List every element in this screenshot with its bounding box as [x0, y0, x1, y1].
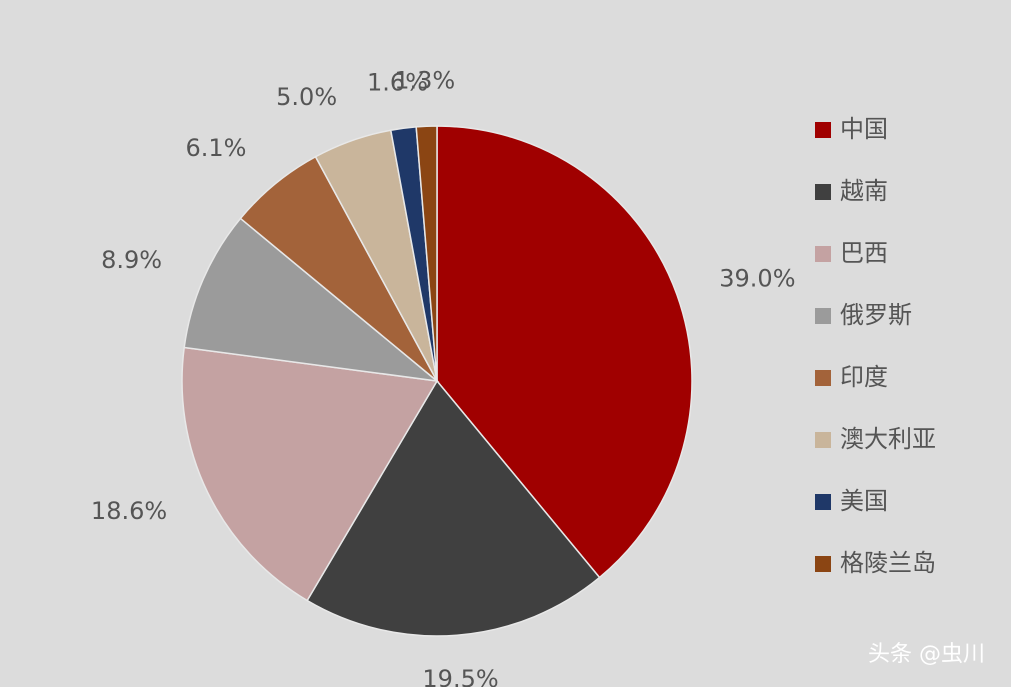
legend-label: 格陵兰岛 [840, 549, 936, 577]
pie-slice [181, 346, 439, 602]
data-label: 1.6% [367, 69, 428, 97]
legend-swatch [815, 308, 831, 324]
legend-swatch [815, 556, 831, 572]
pie-slice [415, 125, 438, 382]
data-label: 39.0% [719, 264, 795, 292]
legend-label: 巴西 [840, 239, 888, 267]
legend-label: 俄罗斯 [840, 301, 912, 329]
watermark: 头条 @虫川 [868, 642, 985, 667]
pie-slice [306, 379, 601, 637]
legend-swatch [815, 246, 831, 262]
data-label: 1.3% [394, 66, 455, 94]
legend-label: 澳大利亚 [840, 425, 936, 453]
legend-label: 中国 [840, 115, 888, 143]
pie-slice [436, 125, 693, 579]
legend-swatch [815, 370, 831, 386]
data-label: 18.6% [91, 497, 167, 525]
legend-swatch [815, 494, 831, 510]
data-label: 5.0% [276, 83, 337, 111]
legend-label: 越南 [840, 177, 888, 205]
legend-label: 印度 [840, 363, 888, 391]
legend-label: 美国 [840, 487, 888, 515]
legend-swatch [815, 122, 831, 138]
legend-swatch [815, 432, 831, 448]
data-label: 19.5% [422, 665, 498, 687]
data-label: 6.1% [186, 134, 247, 162]
data-label: 8.9% [101, 246, 162, 274]
legend-swatch [815, 184, 831, 200]
pie-slice [183, 217, 440, 383]
